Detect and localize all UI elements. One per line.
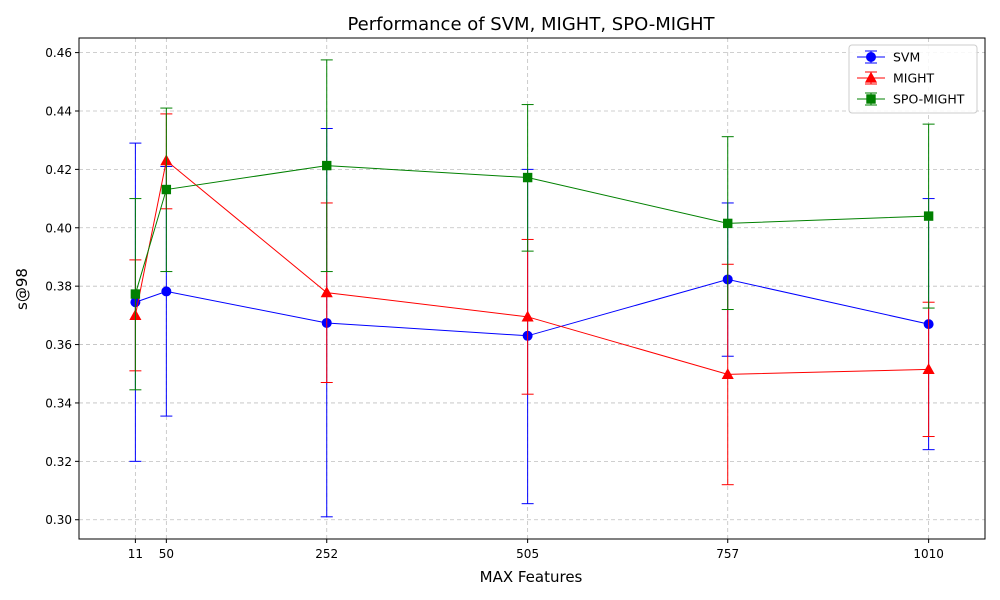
grid-lines (79, 38, 985, 539)
y-tick-label: 0.42 (45, 163, 72, 177)
chart-title: Performance of SVM, MIGHT, SPO-MIGHT (347, 14, 715, 35)
x-tick-label: 757 (716, 547, 739, 561)
legend: SVM MIGHT SPO-MIGHT (848, 44, 978, 114)
data-point-svm (161, 286, 172, 297)
legend-marker-spo-might (866, 94, 876, 104)
legend-label-svm: SVM (893, 50, 920, 65)
x-tick-label: 1010 (913, 547, 944, 561)
legend-label-might: MIGHT (893, 71, 935, 86)
y-tick-label: 0.32 (45, 455, 72, 469)
x-tick-label: 252 (315, 547, 338, 561)
y-axis-label: s@98 (13, 268, 31, 310)
axis-layer: 11 50 252 505 757 1010 0.30 0.32 0.34 0.36 0.38 0.4… (45, 46, 944, 561)
data-point-might (521, 310, 534, 322)
plot-area-frame (78, 37, 986, 540)
y-tick-label: 0.36 (45, 338, 72, 352)
series-line-might (134, 159, 929, 375)
x-tick-label: 11 (128, 547, 143, 561)
data-point-might (721, 368, 734, 379)
series-line-svm (135, 278, 929, 337)
data-point-spo-might (130, 289, 141, 299)
y-tick-label: 0.40 (45, 221, 72, 235)
x-tick-label: 505 (516, 547, 539, 561)
legend-box (848, 44, 978, 114)
x-axis-label: MAX Features (480, 568, 583, 586)
data-point-might (922, 363, 935, 375)
series-spo-might (129, 59, 935, 391)
y-tick-label: 0.46 (45, 46, 72, 60)
legend-label-spo-might: SPO-MIGHT (893, 92, 965, 107)
y-tick-label: 0.44 (45, 104, 72, 118)
x-tick-label: 50 (159, 547, 174, 561)
legend-marker-svm (866, 52, 876, 62)
data-point-spo-might (923, 211, 934, 221)
y-tick-label: 0.38 (45, 280, 72, 294)
y-tick-label: 0.30 (45, 513, 72, 527)
data-point-spo-might (522, 172, 533, 183)
series-layer (129, 59, 935, 518)
data-point-spo-might (161, 184, 172, 195)
y-tick-label: 0.34 (45, 396, 72, 410)
data-point-spo-might (723, 218, 733, 229)
legend-marker-might (864, 71, 878, 83)
data-point-spo-might (322, 160, 332, 171)
data-point-might (320, 286, 333, 298)
series-line-spo-might (134, 165, 929, 295)
